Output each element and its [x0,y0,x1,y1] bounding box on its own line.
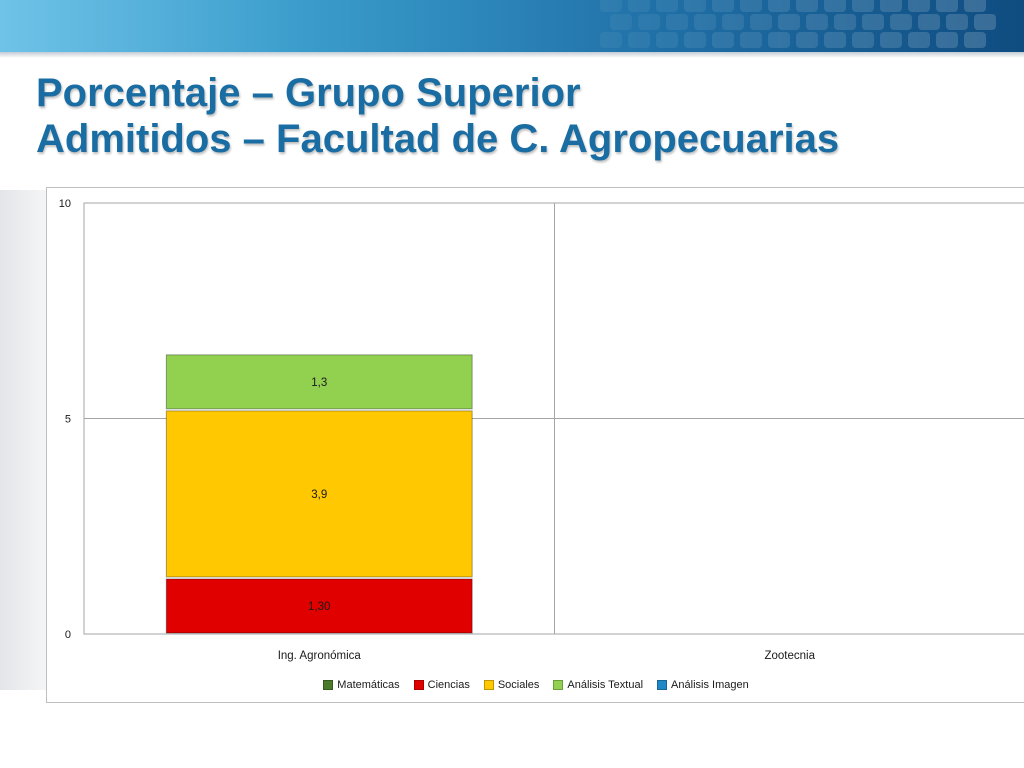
banner-tile [740,0,762,12]
banner-tile [936,32,958,48]
side-decoration [0,190,46,690]
data-label: 3,9 [311,489,327,501]
x-tick-label: Zootecnia [764,650,815,662]
banner-tile [712,32,734,48]
legend-item: Matemáticas [323,679,400,691]
banner-tile [600,0,622,12]
chart-legend: Matemáticas Ciencias Sociales Análisis Text… [47,677,1024,693]
banner-tile [610,14,632,30]
banner-tile [694,14,716,30]
x-tick-label: Ing. Agronómica [278,650,362,662]
banner-tile [768,0,790,12]
legend-label: Matemáticas [337,679,400,691]
banner-tile [750,14,772,30]
banner-tile [908,0,930,12]
slide-title: Porcentaje – Grupo Superior Admitidos – … [36,70,839,162]
legend-label: Sociales [497,679,540,691]
banner-tile [880,0,902,12]
legend-item: Ciencias [413,679,470,691]
banner-tile [880,32,902,48]
legend-swatch [483,680,494,690]
legend-item: Sociales [483,679,540,691]
banner-tile [890,14,912,30]
legend-swatch [553,680,564,690]
banner-tile [918,14,940,30]
banner-tile [778,14,800,30]
banner-tile [666,14,688,30]
legend-item: Análisis Textual [553,679,643,691]
stacked-bar-chart: 0 5 10 Ing. Agronómica Zootecnia 1,30 3,9 1,3 [59,198,1024,662]
banner-tile [656,32,678,48]
banner-tile [936,0,958,12]
banner-tile [628,0,650,12]
banner-tile [824,32,846,48]
banner-tile [796,0,818,12]
banner-tile [768,32,790,48]
legend-swatch [323,680,334,690]
chart-area: 0 5 10 Ing. Agronómica Zootecnia 1,30 3,9 1,3 M… [46,187,1024,703]
banner-tile [600,32,622,48]
legend-label: Ciencias [427,679,470,691]
banner-tile [722,14,744,30]
y-tick-label: 5 [65,414,71,426]
legend-label: Análisis Textual [567,679,644,691]
bar-segment [165,410,473,578]
banner-tile [740,32,762,48]
banner-tile [684,32,706,48]
legend-item: Análisis Imagen [657,679,749,691]
bar-segment [165,578,473,634]
banner-tile [852,0,874,12]
banner-tile [824,0,846,12]
banner-tile [964,32,986,48]
banner-tile [974,14,996,30]
data-label: 1,30 [308,601,330,613]
slide-title-line-1: Porcentaje – Grupo Superior [36,71,581,115]
banner-tile [628,32,650,48]
data-label: 1,3 [311,377,327,389]
banner-tile [862,14,884,30]
legend-swatch [657,680,668,690]
banner-tile [852,32,874,48]
legend-swatch [413,680,424,690]
header-banner-shadow [0,52,1024,58]
banner-tile [946,14,968,30]
y-tick-label: 10 [59,198,71,210]
banner-tile [712,0,734,12]
banner-tile [638,14,660,30]
banner-tile [796,32,818,48]
banner-tile [964,0,986,12]
header-banner [0,0,1024,52]
banner-tile [684,0,706,12]
slide-title-line-2: Admitidos – Facultad de C. Agropecuarias [36,117,840,161]
legend-label: Análisis Imagen [671,679,749,691]
banner-tile [908,32,930,48]
banner-tile [656,0,678,12]
banner-tile [806,14,828,30]
bar-segment [165,354,473,410]
y-tick-label: 0 [65,629,71,641]
banner-tile [834,14,856,30]
